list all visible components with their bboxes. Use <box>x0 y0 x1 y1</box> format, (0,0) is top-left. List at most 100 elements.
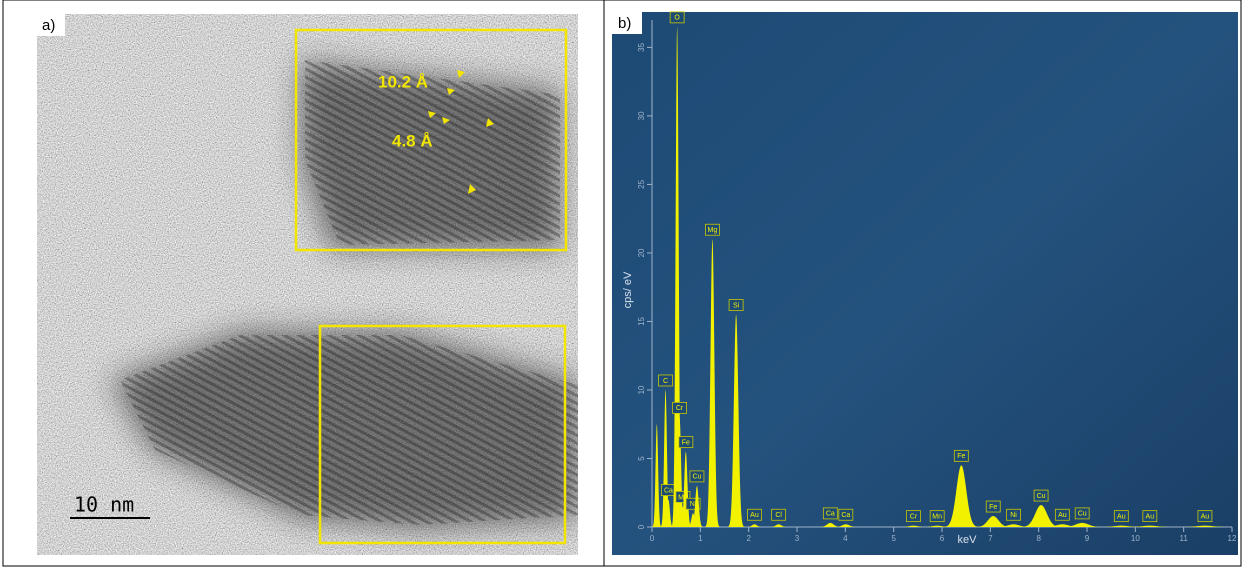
peak-label-box <box>658 374 673 387</box>
peak <box>660 389 672 527</box>
peak <box>896 525 931 527</box>
peak-label-box <box>672 401 687 414</box>
x-tick-label: 9 <box>1085 534 1090 543</box>
peak <box>1121 525 1179 527</box>
peak-label: Cr <box>910 513 918 520</box>
tem-image <box>37 14 578 555</box>
peak <box>662 499 675 527</box>
peak-label: Ca <box>826 511 835 518</box>
x-tick-label: 2 <box>746 534 751 543</box>
peak <box>1037 524 1087 527</box>
peak-label: Ca <box>664 487 673 494</box>
peak <box>727 314 745 527</box>
peak-label-box <box>906 510 921 523</box>
peak <box>744 524 765 527</box>
zoom-box <box>318 324 567 545</box>
x-tick-label: 7 <box>988 534 993 543</box>
x-tick-label: 1 <box>698 534 703 543</box>
annotation: 10.2 Å <box>378 72 428 91</box>
peak-label-box <box>771 508 787 521</box>
peak-label-box <box>669 11 685 24</box>
x-tick-label: 0 <box>650 534 655 543</box>
peak-label-box <box>1033 489 1049 502</box>
peak-label: Cu <box>692 474 701 481</box>
peak <box>831 524 860 527</box>
y-axis-label: cps/ eV <box>622 271 634 308</box>
x-tick-label: 10 <box>1131 534 1140 543</box>
peak-label-box <box>728 299 744 312</box>
peak-label-box <box>1113 510 1129 523</box>
peak-label: Fe <box>682 439 690 446</box>
peak-label-box <box>685 497 701 510</box>
y-tick-label: 5 <box>637 456 646 461</box>
peak-label: Ni <box>1010 512 1017 519</box>
peak-label-box <box>747 508 762 521</box>
y-tick-label: 35 <box>637 42 646 51</box>
peak-label: C <box>663 378 668 385</box>
peak-label: O <box>674 15 680 22</box>
x-tick-label: 12 <box>1228 534 1237 543</box>
peak-label-box <box>705 223 720 236</box>
peak-label: Au <box>1201 513 1210 520</box>
x-tick-label: 11 <box>1180 534 1189 543</box>
peak-label-box <box>838 508 854 521</box>
peak-label-box <box>1074 507 1090 520</box>
peak <box>671 26 684 528</box>
peak-label: Mg <box>708 227 718 234</box>
y-tick-label: 30 <box>637 111 646 120</box>
peak-label: Cr <box>676 405 684 412</box>
peak <box>816 522 844 527</box>
peak-label: Au <box>1146 513 1155 520</box>
plot-background <box>612 12 1238 555</box>
peak-label: Au <box>750 512 759 519</box>
peak-label-box <box>953 449 969 462</box>
peak-label-box <box>678 436 694 449</box>
x-tick-label: 8 <box>1036 534 1041 543</box>
peak-label: Mn <box>932 513 942 520</box>
label-box <box>37 14 65 36</box>
y-tick-label: 25 <box>637 179 646 188</box>
peak-label: Fe <box>989 504 997 511</box>
peak-label-box <box>929 510 945 523</box>
lattice-fringes <box>120 60 578 525</box>
peak-label-box <box>675 491 691 503</box>
arrowheads <box>428 70 494 194</box>
x-tick-label: 3 <box>795 534 800 543</box>
peak <box>991 524 1036 527</box>
annotation: 4.8 Å <box>392 131 433 150</box>
x-tick-label: 6 <box>940 534 945 543</box>
peak-label-box <box>985 500 1001 513</box>
peak <box>941 465 982 527</box>
peak-label: Cu <box>1078 511 1087 518</box>
peak <box>704 239 721 528</box>
panel-label: a) <box>42 17 55 34</box>
zoom-box <box>294 28 568 252</box>
scale-bar-label: 10 nm <box>74 493 134 517</box>
peak-label-box <box>1006 508 1021 521</box>
peak-label: Mn <box>678 494 688 501</box>
peak-label: Ca <box>841 512 850 519</box>
peak <box>1173 525 1237 527</box>
y-tick-label: 10 <box>637 385 646 394</box>
label-box <box>612 12 642 34</box>
peak <box>918 525 956 527</box>
peak-label-box <box>1197 510 1213 523</box>
peak <box>679 451 693 527</box>
peak <box>767 524 790 527</box>
peak <box>1017 505 1065 527</box>
peak-label-box <box>1142 510 1158 523</box>
peak <box>651 424 662 527</box>
peak-label: Ni <box>690 501 697 508</box>
panel-label: b) <box>618 15 631 32</box>
x-axis-label: keV <box>958 534 978 546</box>
peak <box>1056 522 1108 527</box>
peak <box>972 516 1015 527</box>
peak-label: Cl <box>775 512 782 519</box>
peak <box>1093 525 1149 527</box>
peak-label: Fe <box>957 453 965 460</box>
peak-label: Cu <box>1037 493 1046 500</box>
